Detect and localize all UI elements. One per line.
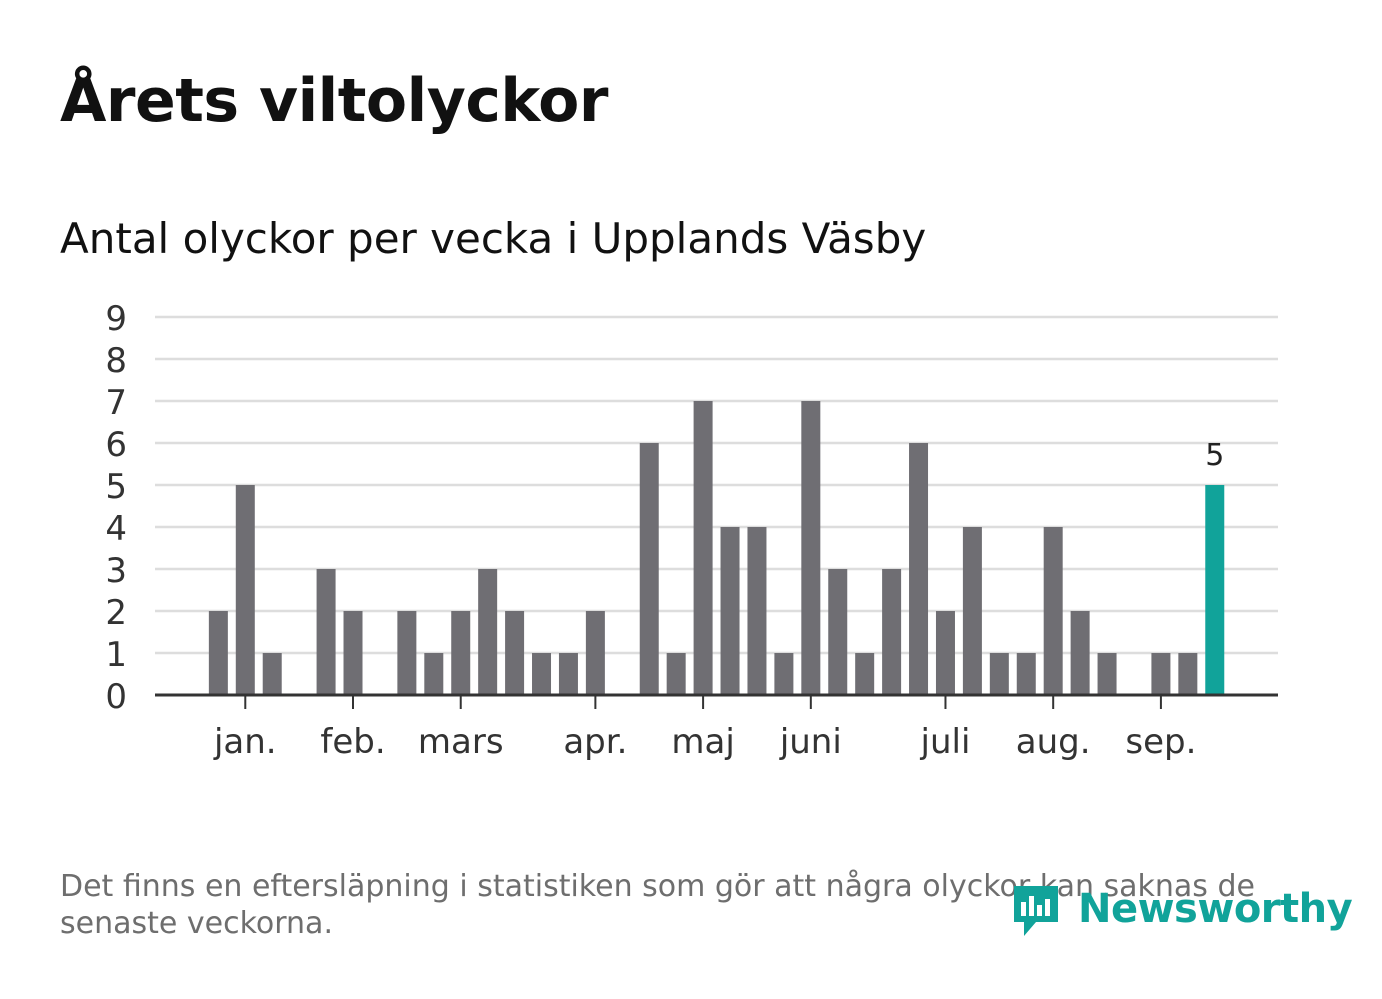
bar	[424, 653, 444, 695]
bar	[909, 443, 929, 695]
bar	[1016, 653, 1036, 695]
x-tick-label: jan.	[213, 722, 277, 762]
data-labels: 5	[1205, 438, 1224, 473]
bar	[747, 527, 767, 695]
newsworthy-logo-icon	[1014, 886, 1058, 936]
bar	[558, 653, 578, 695]
page-title: Årets viltolyckor	[60, 66, 609, 136]
y-tick-label: 7	[105, 383, 127, 423]
y-tick-label: 2	[105, 593, 127, 633]
grid-lines	[155, 315, 1278, 655]
y-tick-label: 8	[105, 341, 127, 381]
bar	[1043, 527, 1063, 695]
bar	[235, 485, 255, 695]
bar	[1070, 611, 1090, 695]
newsworthy-logo: Newsworthy	[1010, 880, 1353, 938]
bar	[855, 653, 875, 695]
y-tick-label: 1	[105, 635, 127, 675]
bar	[397, 611, 417, 695]
bar	[478, 569, 498, 695]
bar	[505, 611, 525, 695]
bar	[1178, 653, 1198, 695]
bar	[989, 653, 1009, 695]
bar	[693, 401, 713, 695]
bar	[882, 569, 902, 695]
bar	[962, 527, 982, 695]
x-tick-label: maj	[671, 722, 734, 762]
bar	[828, 569, 848, 695]
bar	[585, 611, 605, 695]
bar	[316, 569, 336, 695]
x-tick-label: sep.	[1125, 722, 1196, 762]
bar	[801, 401, 821, 695]
bar	[666, 653, 686, 695]
bar	[720, 527, 740, 695]
bar	[343, 611, 363, 695]
bar	[774, 653, 794, 695]
y-tick-label: 4	[105, 509, 127, 549]
bar	[262, 653, 282, 695]
bar	[1205, 485, 1225, 695]
x-tick-label: aug.	[1016, 722, 1091, 762]
y-tick-label: 3	[105, 551, 127, 591]
y-tick-label: 0	[105, 677, 127, 717]
y-tick-label: 5	[105, 467, 127, 507]
bars	[208, 401, 1225, 695]
bar	[639, 443, 659, 695]
bar	[1151, 653, 1171, 695]
x-tick-label: juli	[920, 722, 971, 762]
x-tick-label: mars	[418, 722, 504, 762]
data-label: 5	[1205, 438, 1224, 473]
x-tick-label: feb.	[320, 722, 385, 762]
bar	[208, 611, 228, 695]
bar	[532, 653, 552, 695]
y-tick-label: 6	[105, 425, 127, 465]
brand-name: Newsworthy	[1078, 886, 1353, 932]
bar	[935, 611, 955, 695]
x-axis-ticks: jan. feb. mars apr. maj juni juli aug. sep.	[213, 695, 1196, 762]
bar	[451, 611, 471, 695]
x-tick-label: apr.	[563, 722, 627, 762]
bar	[1097, 653, 1117, 695]
x-tick-label: juni	[779, 722, 842, 762]
chart-subtitle: Antal olyckor per vecka i Upplands Väsby	[60, 214, 927, 263]
y-tick-label: 9	[105, 299, 127, 339]
